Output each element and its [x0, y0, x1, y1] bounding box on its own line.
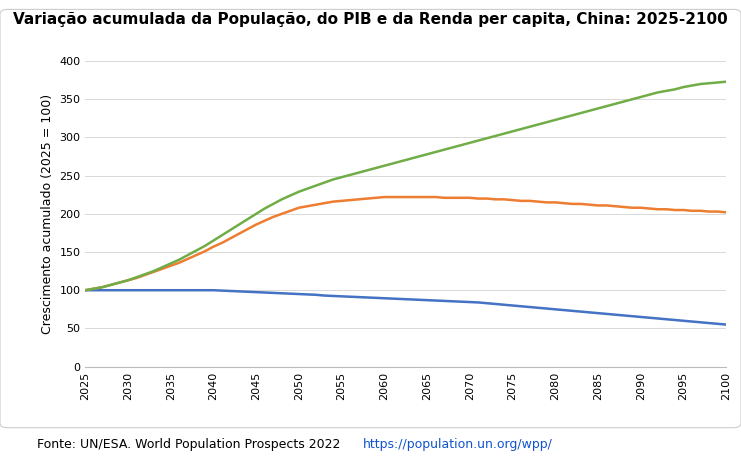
Y-axis label: Crescimento acumulado (2025 = 100): Crescimento acumulado (2025 = 100) — [41, 94, 53, 334]
Text: Fonte: UN/ESA. World Population Prospects 2022: Fonte: UN/ESA. World Population Prospect… — [37, 438, 345, 451]
Text: Variação acumulada da População, do PIB e da Renda per capita, China: 2025-2100: Variação acumulada da População, do PIB … — [13, 12, 728, 27]
Text: https://population.un.org/wpp/: https://population.un.org/wpp/ — [363, 438, 553, 451]
